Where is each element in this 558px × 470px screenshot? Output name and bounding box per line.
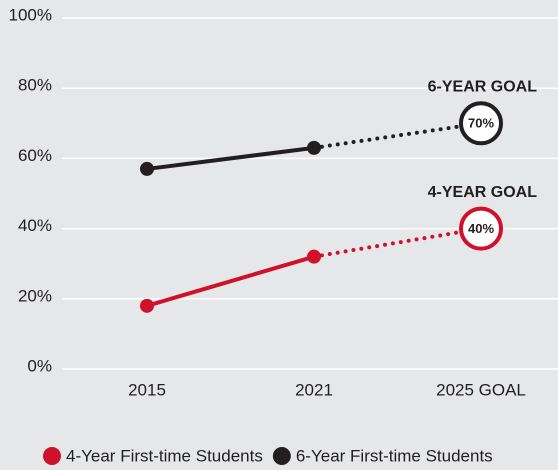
x-tick-label: 2021 — [295, 380, 333, 399]
point — [140, 298, 154, 313]
goal-marker — [459, 101, 503, 146]
series-line — [146, 145, 315, 171]
y-tick-label: 60% — [18, 146, 52, 165]
y-tick-label: 40% — [18, 216, 52, 235]
x-tick-label: 2015 — [128, 380, 166, 399]
y-tick-label: 100% — [9, 5, 52, 24]
legend-swatch — [272, 447, 291, 465]
legend-label: 4-Year First-time Students — [66, 446, 263, 465]
y-tick-label: 0% — [27, 356, 52, 375]
goal-marker — [459, 206, 503, 251]
value-label: 70% — [468, 116, 494, 131]
x-tick-label: 2025 GOAL — [436, 380, 526, 399]
projection-line — [312, 121, 483, 150]
series-line — [146, 254, 315, 308]
legend-swatch — [43, 447, 61, 465]
y-tick-label: 80% — [18, 76, 52, 95]
point — [307, 249, 321, 264]
value-label: 40% — [468, 221, 494, 236]
projection-line — [312, 226, 483, 259]
y-tick-label: 20% — [18, 286, 52, 305]
point — [307, 140, 321, 155]
goal-label: 6-YEAR GOAL — [428, 79, 538, 96]
point — [140, 161, 154, 176]
legend-label: 6-Year First-time Students — [296, 446, 493, 465]
goal-label: 4-YEAR GOAL — [428, 184, 538, 201]
